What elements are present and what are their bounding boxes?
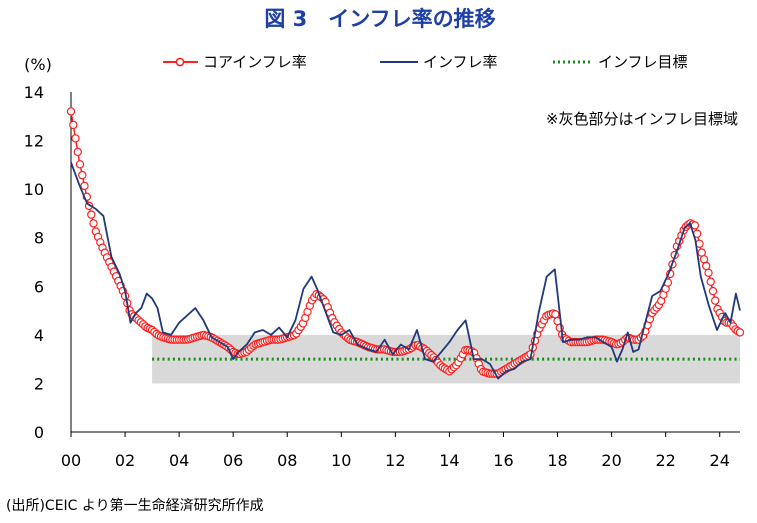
x-tick-label: 02 — [115, 451, 135, 470]
core-inflation-point — [87, 210, 96, 219]
core-inflation-point — [708, 286, 718, 296]
y-axis-label: (%) — [24, 55, 52, 74]
core-inflation-point — [73, 147, 83, 157]
y-tick-label: 12 — [24, 132, 44, 151]
source-note: (出所)CEIC より第一生命経済研究所作成 — [6, 497, 264, 514]
core-inflation-point — [706, 277, 715, 286]
x-tick-label: 20 — [601, 451, 621, 470]
x-tick-label: 04 — [169, 451, 189, 470]
legend-inflation-label: インフレ率 — [423, 53, 498, 71]
series-group — [66, 107, 745, 380]
note-target-band: ※灰色部分はインフレ目標域 — [546, 110, 738, 128]
series-inflation-line — [70, 162, 741, 380]
y-tick-label: 10 — [24, 180, 44, 199]
y-axis: 0 2 4 6 8 10 12 14 — [24, 83, 44, 442]
legend-core-marker — [175, 57, 185, 67]
core-inflation-point — [735, 328, 745, 337]
core-inflation-point — [551, 310, 560, 319]
x-tick-label: 08 — [277, 451, 297, 470]
core-inflation-point — [711, 296, 720, 305]
x-tick-label: 10 — [331, 451, 351, 470]
x-tick-label: 22 — [655, 451, 675, 470]
x-tick-label: 16 — [493, 451, 513, 470]
x-tick-label: 00 — [61, 451, 81, 470]
x-tick-label: 18 — [547, 451, 567, 470]
y-tick-label: 6 — [34, 277, 44, 296]
y-tick-label: 14 — [24, 83, 44, 102]
core-inflation-point — [66, 107, 76, 116]
legend: コアインフレ率 インフレ率 インフレ目標 — [163, 53, 688, 71]
core-inflation-point — [89, 219, 98, 228]
y-tick-label: 2 — [34, 374, 44, 393]
x-tick-label: 12 — [385, 451, 405, 470]
y-tick-label: 0 — [34, 423, 44, 442]
core-inflation-point — [78, 170, 87, 180]
core-inflation-point — [702, 261, 711, 271]
core-inflation-point — [71, 134, 80, 143]
core-inflation-point — [69, 120, 78, 130]
x-axis: 00 02 04 06 08 10 12 14 16 18 20 22 24 — [61, 432, 730, 470]
x-tick-label: 14 — [439, 451, 459, 470]
y-tick-label: 4 — [34, 326, 44, 345]
legend-target-label: インフレ目標 — [598, 53, 688, 71]
x-tick-label: 06 — [223, 451, 243, 470]
legend-core-label: コアインフレ率 — [203, 53, 307, 71]
x-tick-label: 24 — [710, 451, 730, 470]
core-inflation-point — [75, 160, 85, 169]
core-inflation-point — [80, 181, 89, 191]
core-inflation-point — [704, 268, 713, 277]
y-tick-label: 8 — [34, 229, 44, 248]
chart-title: 図 3 インフレ率の推移 — [264, 7, 495, 31]
